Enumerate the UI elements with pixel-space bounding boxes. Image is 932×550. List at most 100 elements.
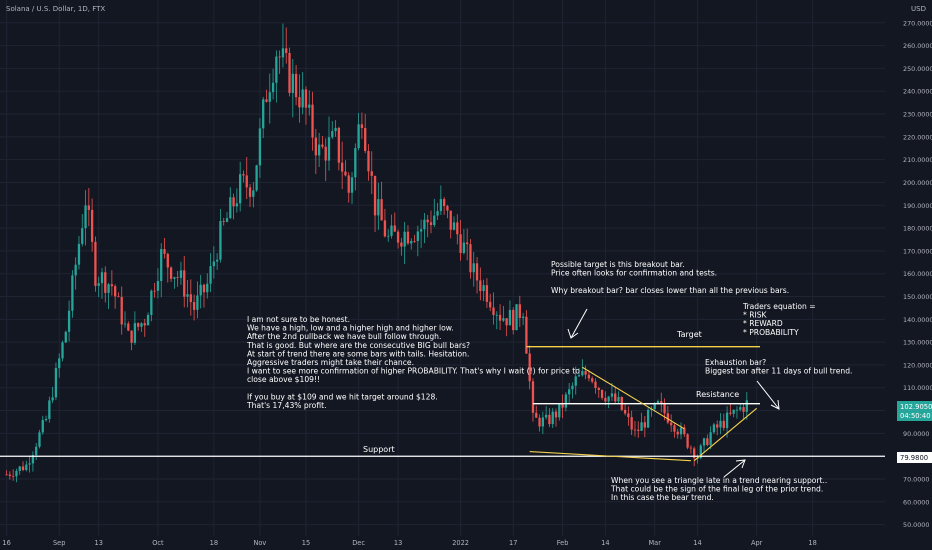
candle xyxy=(716,420,719,436)
candle xyxy=(321,136,324,149)
candle-body xyxy=(301,89,304,108)
candle xyxy=(466,228,469,261)
x-tick-label: 14 xyxy=(601,539,609,547)
candle-body xyxy=(239,174,242,204)
candle-body xyxy=(202,284,206,293)
candle xyxy=(64,330,67,344)
annotation-line: After the 2nd pullback we have bull foll… xyxy=(247,332,441,341)
candle xyxy=(176,270,179,287)
x-tick-label: 15 xyxy=(302,539,310,547)
candle-body xyxy=(515,304,518,331)
candle-body xyxy=(472,263,475,273)
candle xyxy=(331,121,334,140)
x-tick-label: Apr xyxy=(751,539,763,547)
candle-body xyxy=(308,104,311,108)
candle-body xyxy=(643,422,646,428)
time-axis[interactable]: 16 Sep 13 Oct 18 Nov 15 Dec 13 2022 17 Feb 14 Mar 14 Ap… xyxy=(2,539,816,547)
candle-body xyxy=(137,323,140,327)
candle xyxy=(100,267,104,299)
candle-body xyxy=(498,314,502,321)
candle-body xyxy=(735,409,739,411)
candle-body xyxy=(702,438,706,446)
chart-title: Solana / U.S. Dollar, 1D, FTX xyxy=(6,5,105,13)
x-tick-label: Sep xyxy=(53,539,65,547)
candle-body xyxy=(25,464,28,471)
candle-body xyxy=(222,221,225,222)
candle-body xyxy=(61,342,64,359)
y-tick-label: 60.0000 xyxy=(903,498,929,506)
candle-body xyxy=(285,48,288,53)
candle xyxy=(739,404,742,412)
candle xyxy=(469,239,472,279)
candle xyxy=(84,190,87,246)
candle xyxy=(702,437,706,453)
candle-body xyxy=(502,318,505,321)
candle xyxy=(406,225,410,245)
candle-body xyxy=(288,52,291,93)
candle-body xyxy=(48,400,51,419)
candle xyxy=(120,286,123,335)
candle xyxy=(574,366,577,395)
y-tick-label: 120.0000 xyxy=(903,361,932,369)
candle xyxy=(558,403,561,421)
candle-body xyxy=(74,264,77,276)
candle-body xyxy=(189,294,192,303)
candle xyxy=(110,270,114,296)
candle xyxy=(429,210,433,234)
annotation-line: That could be the sign of the final leg … xyxy=(610,485,823,494)
y-tick-label: 230.0000 xyxy=(903,111,932,119)
candle-body xyxy=(637,429,640,431)
candle-body xyxy=(350,177,354,193)
candle-body xyxy=(383,220,387,237)
candle xyxy=(196,281,199,319)
x-tick-label: 13 xyxy=(95,539,103,547)
candle xyxy=(561,394,564,419)
candle xyxy=(676,428,679,439)
candle-body xyxy=(281,48,285,58)
candle xyxy=(442,197,446,215)
candle-body xyxy=(390,225,393,236)
candle xyxy=(222,217,225,226)
candle-body xyxy=(84,205,87,229)
candle-body xyxy=(120,296,123,325)
y-tick-label: 160.0000 xyxy=(903,270,932,278)
candle xyxy=(215,253,219,270)
candle xyxy=(25,460,28,472)
candle xyxy=(633,421,637,437)
candle-body xyxy=(51,397,54,401)
candle xyxy=(97,276,100,298)
candle-body xyxy=(271,82,275,93)
candle-body xyxy=(518,304,521,318)
candle xyxy=(610,383,614,402)
annotation-line: close above $109!! xyxy=(247,375,320,384)
candle xyxy=(74,257,77,290)
candle xyxy=(304,86,308,125)
candle xyxy=(143,318,146,337)
candle-body xyxy=(321,144,324,147)
candle xyxy=(239,161,242,212)
candle xyxy=(472,251,475,287)
candle-body xyxy=(525,316,528,354)
annotation-line: Price often looks for confirmation and t… xyxy=(551,269,717,278)
candle xyxy=(564,392,568,412)
candle-body xyxy=(192,302,196,310)
candle-body xyxy=(377,199,380,216)
candle-body xyxy=(475,263,479,281)
candle xyxy=(275,50,278,103)
candle xyxy=(202,283,206,308)
candle xyxy=(646,407,650,429)
candle-body xyxy=(739,407,742,410)
candle-body xyxy=(656,401,660,404)
candle-body xyxy=(21,466,25,471)
y-tick-label: 220.0000 xyxy=(903,133,932,141)
candle-body xyxy=(469,244,472,273)
candle-body xyxy=(255,165,258,191)
candle xyxy=(169,266,173,282)
breakout-arrow xyxy=(567,308,588,339)
candle-body xyxy=(561,403,564,408)
candle xyxy=(709,426,712,450)
candle-body xyxy=(551,411,554,425)
candle xyxy=(462,228,466,255)
